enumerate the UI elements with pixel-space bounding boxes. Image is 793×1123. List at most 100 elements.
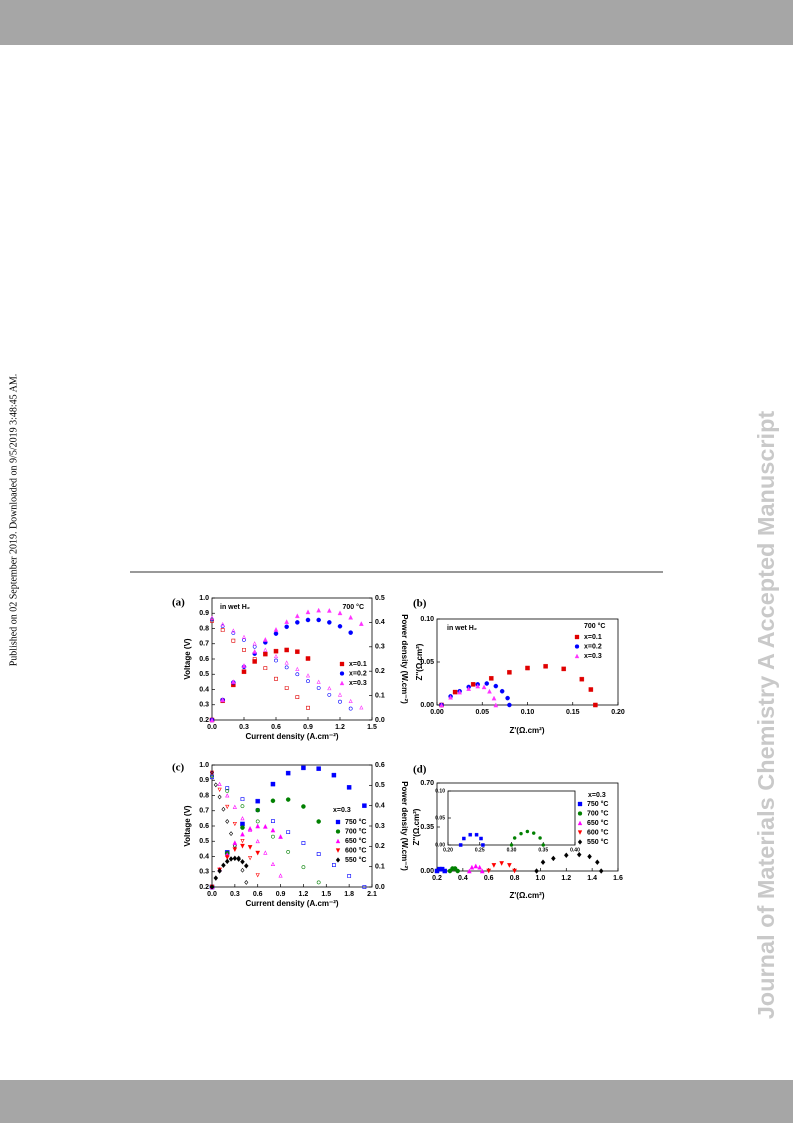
voltage-point <box>248 856 253 861</box>
y-tick-label: 0.5 <box>199 838 209 845</box>
voltage-point <box>286 830 291 834</box>
data-point <box>534 868 539 874</box>
data-point <box>295 649 300 654</box>
voltage-point <box>274 658 278 663</box>
annotation: in wet H₂ <box>220 604 250 611</box>
x-tick-label: 0.40 <box>570 847 580 853</box>
data-point <box>507 863 512 868</box>
x-tick-label: 0.3 <box>230 891 240 898</box>
data-point <box>240 821 245 827</box>
voltage-point <box>284 660 289 665</box>
data-point <box>595 859 600 865</box>
voltage-point <box>316 880 321 885</box>
data-point <box>228 856 234 862</box>
voltage-point <box>252 644 257 649</box>
data-point <box>305 617 311 623</box>
x-axis-label: Z'(Ω.cm²) <box>510 891 545 900</box>
y-tick-label: 0.6 <box>199 656 209 663</box>
data-point <box>507 670 512 675</box>
voltage-point <box>263 666 268 671</box>
plot-frame <box>211 597 373 721</box>
legend-marker <box>339 661 345 667</box>
x-axis-label: Current density (A.cm⁻²) <box>245 732 338 741</box>
y-tick-label: 0.4 <box>199 686 209 693</box>
voltage-point <box>220 628 225 632</box>
y2-tick-label: 0.4 <box>375 619 385 626</box>
voltage-point <box>316 852 321 856</box>
data-point <box>477 864 483 870</box>
y2-tick-label: 0.3 <box>375 644 385 651</box>
data-point <box>262 637 268 642</box>
voltage-point <box>332 863 336 867</box>
voltage-point <box>284 665 289 670</box>
voltage-point <box>347 874 352 878</box>
data-point <box>493 702 499 708</box>
data-point <box>224 858 230 865</box>
x-tick-label: 0.6 <box>271 724 281 731</box>
data-point <box>531 831 536 835</box>
data-point <box>348 614 354 620</box>
data-point <box>273 648 279 654</box>
y-tick-label: 0.00 <box>420 868 434 875</box>
panel-label: (d) <box>413 764 427 776</box>
data-point <box>247 826 253 831</box>
data-point <box>493 683 499 689</box>
voltage-point <box>231 638 236 643</box>
y-axis-label: Voltage (V) <box>183 805 192 847</box>
voltage-point <box>284 686 289 690</box>
data-point <box>489 676 494 681</box>
data-point <box>491 695 497 701</box>
legend-label: x=0.2 <box>584 643 602 650</box>
voltage-point <box>210 775 214 780</box>
legend-label: 700 °C <box>587 809 608 817</box>
legend-label: 650 °C <box>345 837 366 845</box>
x-tick-label: 0.35 <box>538 847 548 853</box>
voltage-point <box>220 621 225 627</box>
legend-marker <box>577 830 583 835</box>
data-point <box>236 856 241 862</box>
voltage-point <box>278 873 283 878</box>
legend-label: 700 °C <box>345 827 366 835</box>
data-point <box>512 868 517 874</box>
legend-title: 700 °C <box>584 622 605 630</box>
top-bar <box>0 0 793 45</box>
y2-tick-label: 0.2 <box>375 668 385 675</box>
data-point <box>316 819 321 824</box>
y-tick-label: 0.70 <box>420 780 434 787</box>
data-point <box>270 798 276 804</box>
legend-marker <box>577 820 583 826</box>
x-tick-label: 0.00 <box>430 709 444 716</box>
legend-label: 600 °C <box>587 828 608 836</box>
legend-marker <box>577 801 583 807</box>
data-point <box>278 834 283 839</box>
voltage-point <box>295 695 300 700</box>
data-point <box>479 836 483 841</box>
data-point <box>362 803 367 808</box>
legend-label: x=0.1 <box>584 634 602 641</box>
data-point <box>263 651 268 657</box>
x-tick-label: 0.20 <box>443 847 453 853</box>
data-point <box>457 689 462 695</box>
data-point <box>346 785 352 790</box>
x-tick-label: 0.0 <box>207 891 217 898</box>
voltage-point <box>213 782 218 788</box>
data-point <box>588 687 594 692</box>
data-point <box>213 875 219 881</box>
voltage-point <box>225 793 230 798</box>
voltage-point <box>252 641 257 646</box>
data-point <box>470 682 476 687</box>
y-tick-label: 0.10 <box>435 788 445 794</box>
voltage-point <box>270 861 276 867</box>
y-tick-label: 0.05 <box>420 659 434 666</box>
data-point <box>561 666 566 672</box>
data-point <box>462 836 466 841</box>
data-point <box>243 863 249 869</box>
voltage-point <box>210 773 214 778</box>
legend-marker <box>335 838 341 844</box>
legend-marker <box>335 857 341 863</box>
x-tick-label: 2.1 <box>367 891 377 898</box>
data-point <box>579 676 585 682</box>
bottom-bar <box>0 1080 793 1123</box>
y-tick-label: 0.05 <box>435 815 445 821</box>
data-point <box>519 831 523 836</box>
